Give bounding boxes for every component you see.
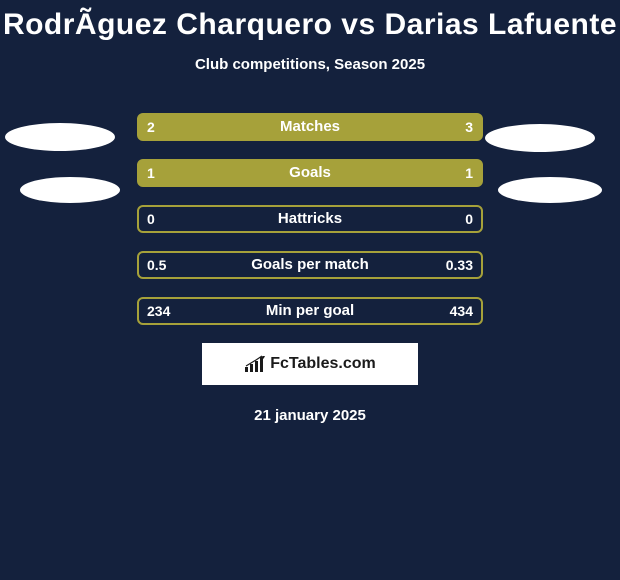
stat-label: Min per goal xyxy=(0,297,620,325)
stat-row: 0.50.33Goals per match xyxy=(0,251,620,279)
page-title: RodrÃ­guez Charquero vs Darias Lafuente xyxy=(0,0,620,42)
stat-row: 00Hattricks xyxy=(0,205,620,233)
stat-label: Goals per match xyxy=(0,251,620,279)
logo-box: FcTables.com xyxy=(202,343,418,385)
logo-text: FcTables.com xyxy=(270,355,376,373)
stat-label: Goals xyxy=(0,159,620,187)
chart-icon xyxy=(244,355,266,373)
stat-row: 11Goals xyxy=(0,159,620,187)
stat-row: 234434Min per goal xyxy=(0,297,620,325)
date-text: 21 january 2025 xyxy=(0,407,620,424)
stat-label: Hattricks xyxy=(0,205,620,233)
stat-row: 23Matches xyxy=(0,113,620,141)
subtitle: Club competitions, Season 2025 xyxy=(0,56,620,73)
stat-label: Matches xyxy=(0,113,620,141)
